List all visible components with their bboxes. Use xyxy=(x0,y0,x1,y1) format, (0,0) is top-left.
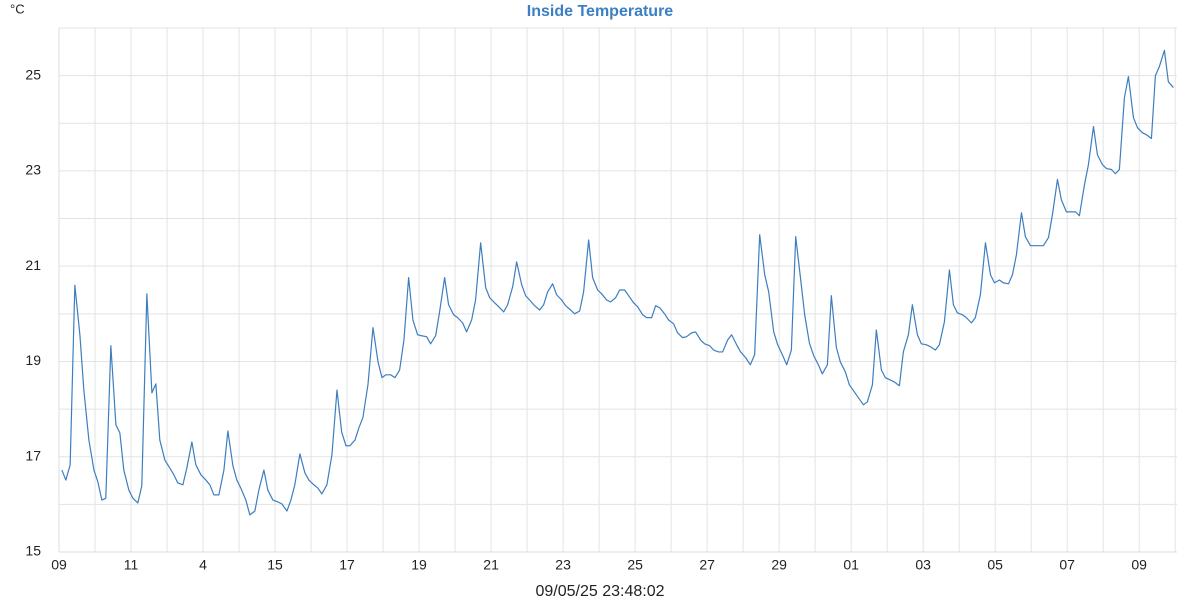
x-tick-label: 15 xyxy=(267,557,283,573)
x-tick-label: 17 xyxy=(339,557,355,573)
line-series xyxy=(61,49,1174,516)
y-tick-label: 19 xyxy=(25,352,41,368)
x-tick-label: 21 xyxy=(483,557,499,573)
x-tick-label: 09 xyxy=(51,557,67,573)
x-tick-label: 05 xyxy=(987,557,1003,573)
x-axis-label: 09/05/25 23:48:02 xyxy=(535,583,664,600)
x-tick-label: 4 xyxy=(199,557,207,573)
chart-title: Inside Temperature xyxy=(527,3,674,20)
x-tick-label: 03 xyxy=(915,557,931,573)
y-tick-label: 17 xyxy=(25,447,41,463)
x-tick-label: 27 xyxy=(699,557,715,573)
x-tick-label: 29 xyxy=(771,557,787,573)
x-tick-label: 23 xyxy=(555,557,571,573)
y-tick-label: 21 xyxy=(25,257,41,273)
x-tick-label: 25 xyxy=(627,557,643,573)
y-unit: °C xyxy=(10,1,25,16)
y-tick-label: 25 xyxy=(25,66,41,82)
x-tick-label: 11 xyxy=(124,557,139,573)
x-tick-label: 09 xyxy=(1131,557,1147,573)
x-tick-label: 01 xyxy=(843,557,859,573)
x-tick-label: 07 xyxy=(1059,557,1075,573)
y-tick-label: 23 xyxy=(25,162,41,178)
x-tick-label: 19 xyxy=(411,557,427,573)
y-tick-label: 15 xyxy=(25,543,41,559)
